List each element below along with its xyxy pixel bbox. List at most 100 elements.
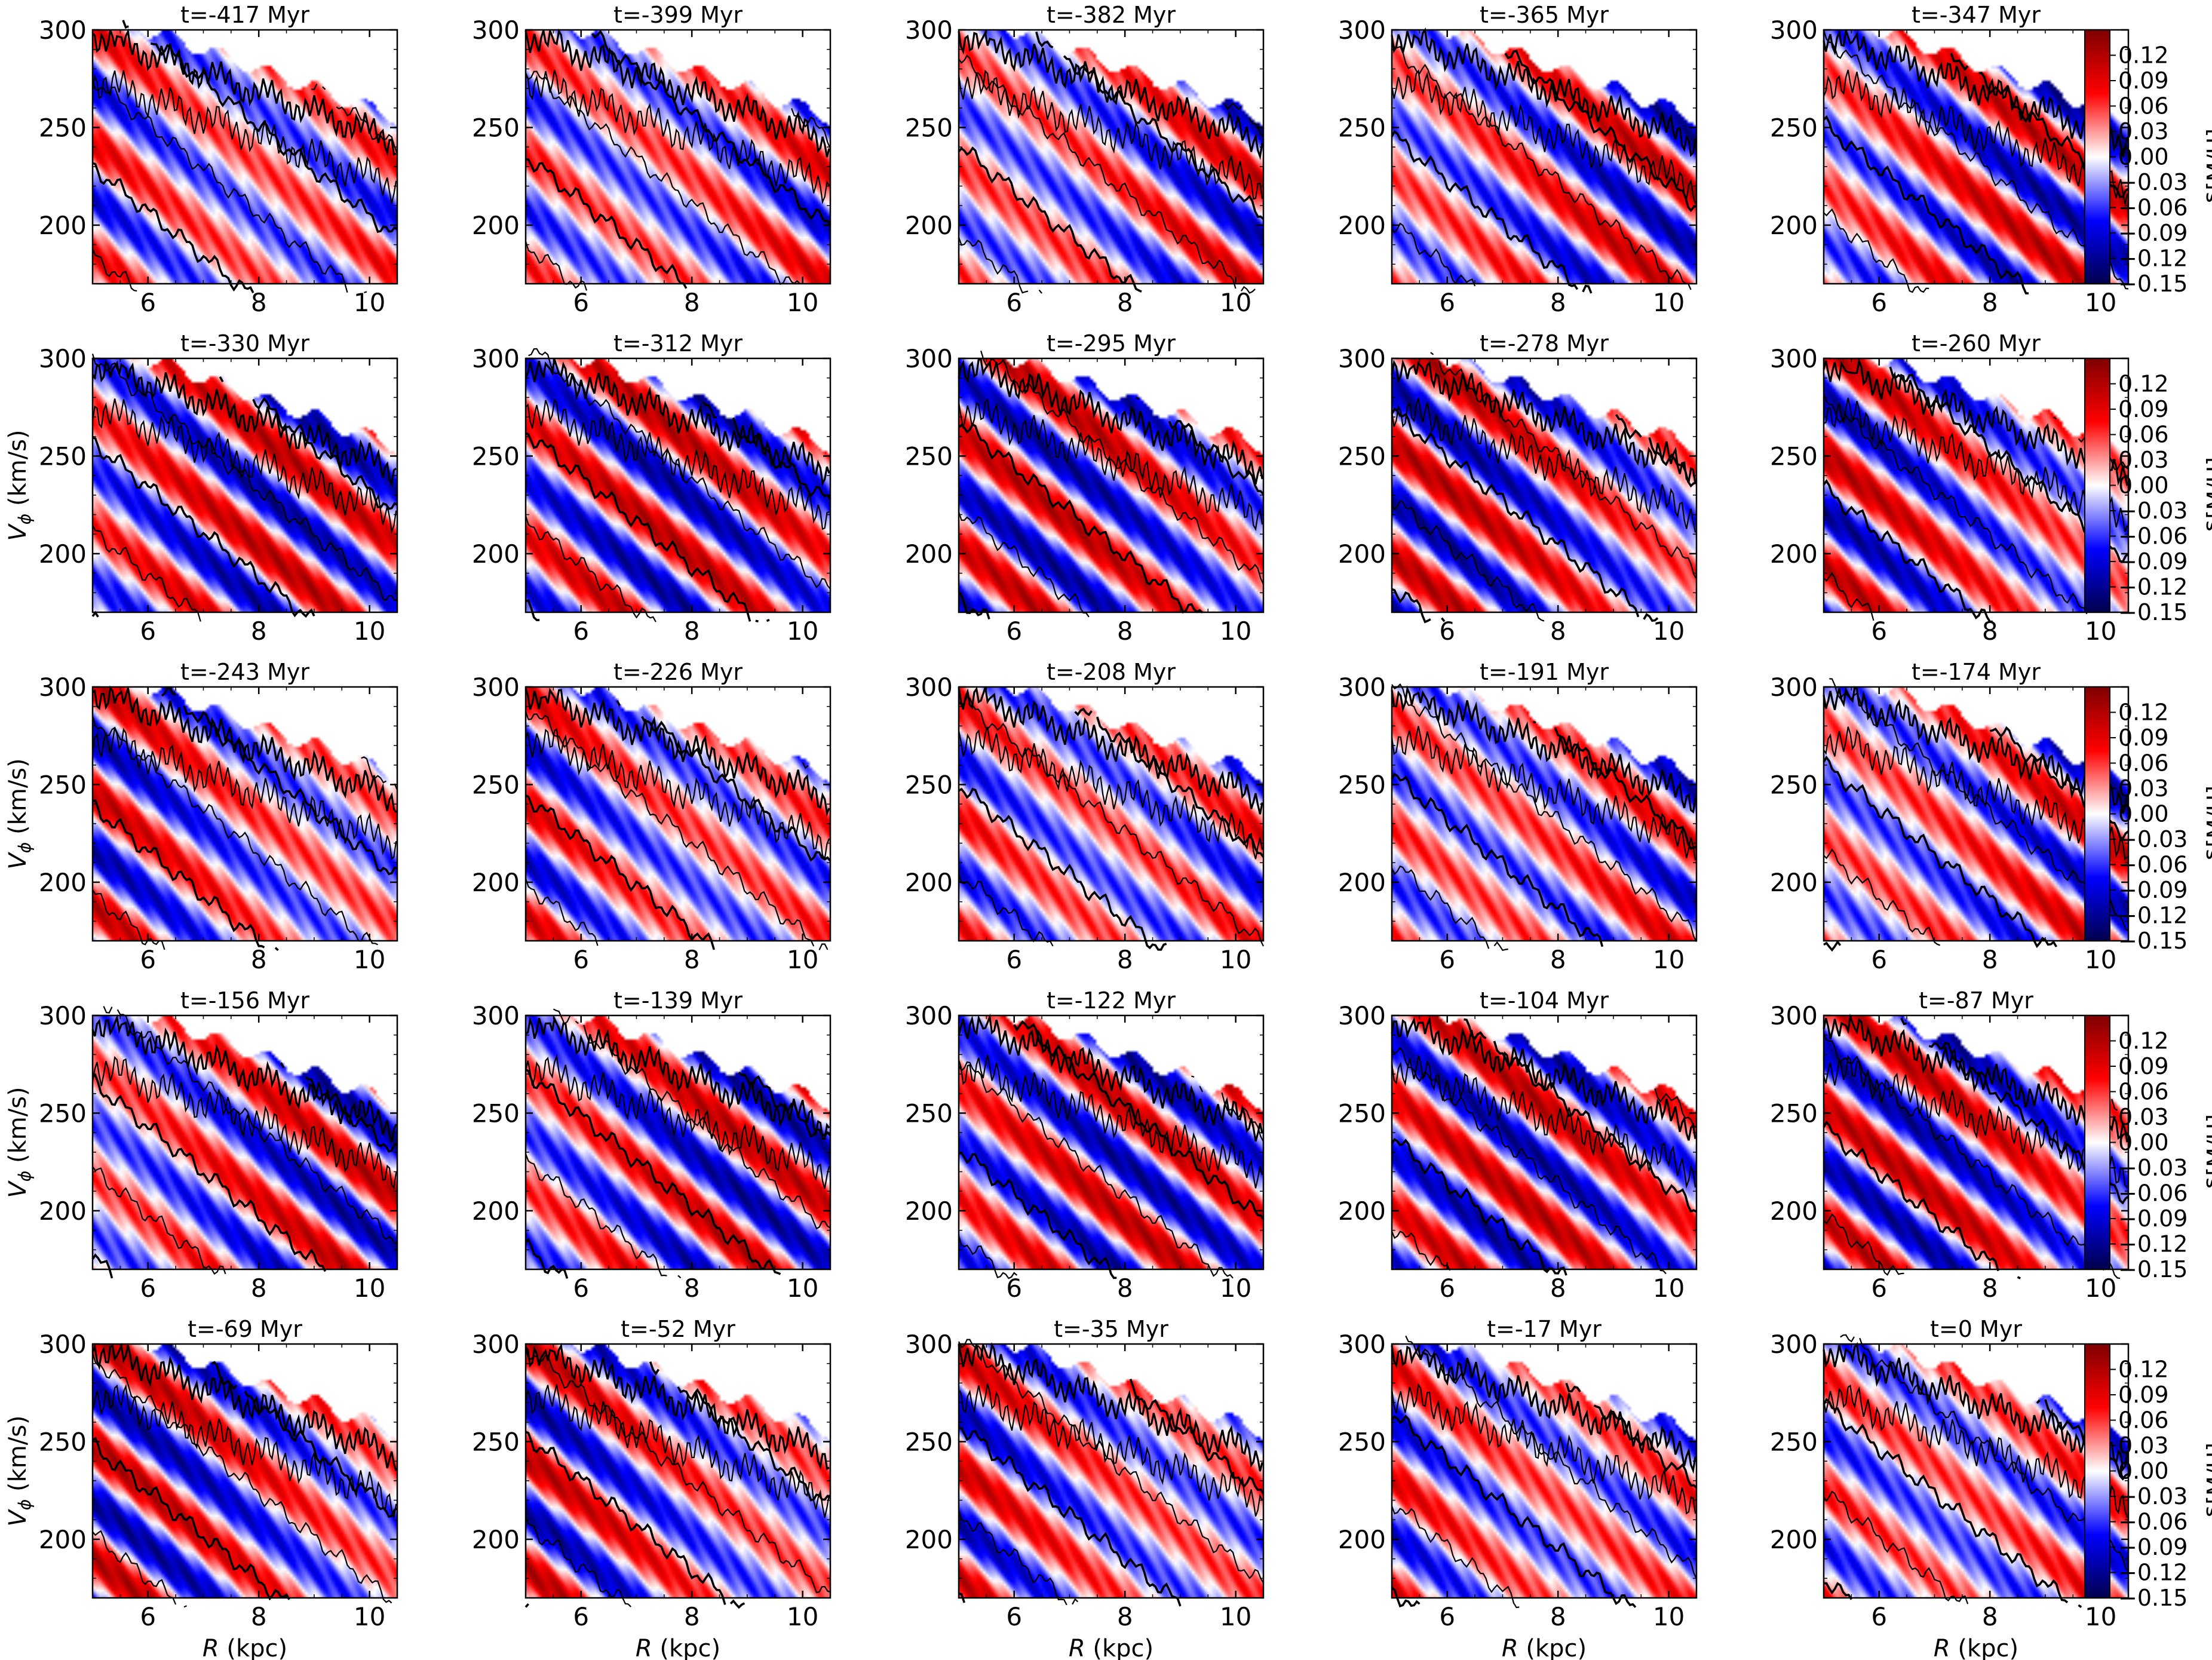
- contour-line: [524, 1153, 682, 1279]
- y-tick-label: 250: [905, 1427, 953, 1456]
- y-tick-label: 300: [39, 344, 87, 373]
- panel-title: t=-243 Myr: [180, 659, 309, 685]
- x-tick-label: 10: [2085, 1602, 2116, 1631]
- axes-frame: [524, 357, 832, 613]
- contour-line: [525, 1015, 830, 1140]
- contour-line: [524, 1384, 830, 1518]
- axes-frame: [1823, 1014, 2130, 1271]
- contour-line: [91, 716, 378, 946]
- x-tick-label: 8: [1982, 288, 1998, 317]
- y-tick-label: 250: [1338, 441, 1386, 471]
- colorbar-tick-label: 0.12: [2118, 42, 2169, 69]
- x-tick-label: 6: [1871, 1274, 1887, 1303]
- heatmap-image: [526, 358, 830, 612]
- x-tick-label: 8: [1550, 288, 1566, 317]
- y-tick-label: 250: [905, 770, 953, 799]
- y-tick-label: 200: [1770, 539, 1818, 569]
- contour-line: [958, 1013, 1263, 1142]
- contour-line: [1823, 1398, 2082, 1608]
- heatmap-image: [1392, 1015, 1696, 1269]
- y-tick-label: 200: [1770, 1196, 1818, 1226]
- panel-grid: t=-417 Myr 6 8 10 200 250 300 t=-399 Myr 6 8 10 200…: [4, 2, 2128, 1660]
- axes-frame: [91, 357, 398, 613]
- colorbar-tick-label: 0.03: [2118, 447, 2169, 473]
- panel: t=-278 Myr 6 8 10 200 250 300: [1338, 330, 1698, 646]
- colorbar-tick-label: −0.09: [2118, 1534, 2188, 1560]
- y-tick-label: 250: [39, 770, 87, 799]
- x-tick-label: 10: [1220, 1602, 1251, 1631]
- contour-line: [1391, 683, 1697, 943]
- heatmap-image: [1824, 1344, 2128, 1598]
- colorbar-tick-label: 0.12: [2118, 1357, 2169, 1383]
- y-tick-label: 300: [472, 673, 520, 702]
- y-tick-label: 200: [472, 1196, 520, 1226]
- panel-title: t=-278 Myr: [1480, 330, 1609, 357]
- contour-line: [524, 711, 829, 950]
- colorbar-tick-label: 0.09: [2118, 67, 2169, 94]
- contour-line: [1823, 1055, 2128, 1188]
- x-tick-label: 6: [1439, 616, 1455, 646]
- panel: t=-156 Myr 6 8 10 200 250 300 Vϕ (km/s): [4, 987, 398, 1303]
- panel-title: t=-260 Myr: [1912, 330, 2041, 357]
- contour-line: [1823, 1013, 2128, 1143]
- contour-line: [1391, 588, 1446, 624]
- x-tick-label: 6: [140, 288, 156, 317]
- contour-line: [1823, 30, 2129, 290]
- colorbar-tick-label: 0.12: [2118, 1028, 2169, 1054]
- contour-line: [958, 398, 1263, 532]
- x-tick-label: 8: [1982, 1602, 1998, 1631]
- y-tick-label: 200: [472, 539, 520, 569]
- contour-line: [958, 1054, 1263, 1189]
- panel: t=-347 Myr 6 8 10 200 250 300: [1770, 2, 2130, 317]
- contour-line: [524, 359, 830, 486]
- y-tick-label: 200: [905, 1196, 953, 1226]
- colorbar-tick-label: 0.09: [2118, 1053, 2169, 1079]
- contour-line: [92, 162, 254, 294]
- y-tick-label: 300: [39, 673, 87, 702]
- contour-line: [958, 1426, 1182, 1607]
- colorbar-tick-label: 0.06: [2118, 750, 2169, 777]
- axes-frame: [1391, 1014, 1698, 1271]
- x-tick-label: 8: [1982, 945, 1998, 974]
- y-tick-label: 200: [1338, 1196, 1386, 1226]
- y-tick-label: 250: [905, 441, 953, 471]
- contour-line: [1074, 707, 1265, 858]
- panel-title: t=-174 Myr: [1912, 659, 2041, 685]
- x-tick-label: 8: [1117, 945, 1133, 974]
- contour-line: [91, 28, 397, 157]
- contour-line: [1823, 1033, 2121, 1279]
- x-tick-label: 6: [573, 288, 589, 317]
- colorbar-tick-label: 0.03: [2118, 118, 2169, 145]
- colorbar: 0.120.090.060.030.00−0.03−0.06−0.09−0.12…: [2084, 686, 2212, 954]
- x-tick-label: 6: [573, 1602, 589, 1631]
- colorbar-tick-label: 0.09: [2118, 1382, 2169, 1408]
- panel: t=-17 Myr 6 8 10 200 250 300 R (kpc): [1338, 1316, 1698, 1660]
- contour-line: [1391, 772, 1604, 947]
- x-tick-label: 6: [140, 1274, 156, 1303]
- y-tick-label: 300: [905, 1330, 953, 1359]
- contour-line: [1823, 686, 2128, 814]
- x-tick-label: 6: [140, 945, 156, 974]
- contour-line: [91, 1014, 397, 1143]
- colorbar-tick-label: −0.06: [2118, 523, 2188, 550]
- contour-line: [1823, 397, 2128, 532]
- panel-title: t=-312 Myr: [613, 330, 743, 357]
- y-tick-label: 200: [472, 1525, 520, 1554]
- panel: t=-174 Myr 6 8 10 200 250 300: [1770, 659, 2130, 974]
- contour-line: [525, 794, 716, 950]
- colorbar-tick-label: 0.00: [2118, 1130, 2169, 1156]
- colorbar-gradient: [2084, 29, 2110, 284]
- x-tick-label: 10: [1653, 945, 1685, 974]
- panel: t=-330 Myr 6 8 10 200 250 300 Vϕ (km/s): [4, 330, 398, 646]
- contour-line: [958, 1383, 1263, 1517]
- colorbar-tick-label: 0.03: [2118, 1432, 2169, 1459]
- colorbar-tick-label: −0.06: [2118, 1509, 2188, 1535]
- contour-line: [1504, 50, 1697, 213]
- x-tick-label: 6: [1439, 1602, 1455, 1631]
- contour-line: [958, 69, 1263, 200]
- x-tick-label: 8: [251, 945, 267, 974]
- panel: t=-191 Myr 6 8 10 200 250 300: [1338, 659, 1698, 974]
- heatmap-image: [1392, 358, 1696, 612]
- contour-line: [524, 1054, 830, 1189]
